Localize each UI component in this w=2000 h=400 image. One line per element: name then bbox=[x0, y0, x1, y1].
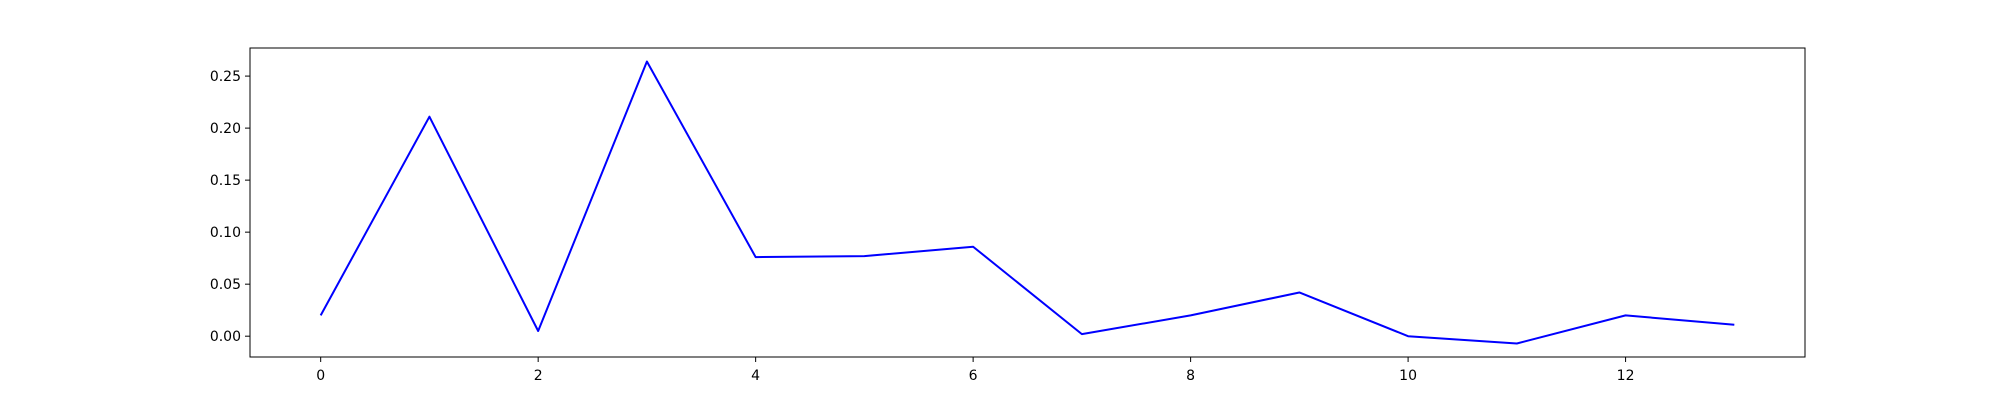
x-tick-label: 12 bbox=[1617, 368, 1635, 384]
series-line bbox=[319, 60, 1735, 345]
y-tick-label: 0.05 bbox=[210, 277, 241, 293]
y-tick-label: 0.15 bbox=[210, 173, 241, 189]
y-tick-label: 0.20 bbox=[210, 121, 241, 137]
x-axis-ticks: 0 2 4 6 8 10 12 bbox=[316, 357, 1634, 384]
x-tick-label: 6 bbox=[969, 368, 978, 384]
y-tick-label: 0.10 bbox=[210, 225, 241, 241]
series-layer bbox=[319, 60, 1735, 345]
y-axis-ticks: 0.00 0.05 0.10 0.15 0.20 0.25 bbox=[210, 69, 250, 345]
axes-frame bbox=[249, 47, 1806, 358]
x-tick-label: 10 bbox=[1399, 368, 1417, 384]
y-tick-label: 0.00 bbox=[210, 329, 241, 345]
y-tick-label: 0.25 bbox=[210, 69, 241, 85]
x-tick-label: 8 bbox=[1186, 368, 1195, 384]
x-tick-label: 4 bbox=[751, 368, 760, 384]
x-tick-label: 2 bbox=[534, 368, 543, 384]
x-tick-label: 0 bbox=[316, 368, 325, 384]
plot-area bbox=[250, 48, 1805, 357]
